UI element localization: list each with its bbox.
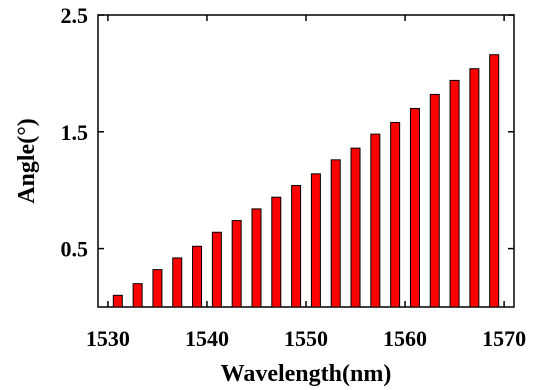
bar <box>231 220 242 308</box>
tick-labels: 1530 1540 1550 1560 1570 0.5 1.5 2.5 <box>61 3 527 351</box>
bar <box>112 294 123 308</box>
bar <box>172 257 183 308</box>
bar <box>251 208 262 308</box>
bar <box>370 133 381 308</box>
bar <box>469 68 480 308</box>
bar <box>489 54 500 308</box>
bar <box>310 173 321 308</box>
axis-ticks <box>98 14 514 307</box>
y-tick-label: 0.5 <box>61 237 89 262</box>
x-tick-label: 1540 <box>185 326 229 351</box>
bar <box>449 79 460 308</box>
bar <box>390 121 401 308</box>
bar <box>271 196 282 308</box>
bar <box>132 283 143 308</box>
bar <box>291 185 302 308</box>
x-tick-label: 1560 <box>383 326 427 351</box>
x-tick-label: 1530 <box>86 326 130 351</box>
bar <box>409 107 420 308</box>
x-axis-title: Wavelength(nm) <box>221 361 392 387</box>
y-tick-label: 1.5 <box>61 120 89 145</box>
x-tick-label: 1550 <box>284 326 328 351</box>
bar <box>211 231 222 308</box>
x-tick-label: 1570 <box>482 326 526 351</box>
bar <box>429 93 440 308</box>
bar <box>152 269 163 308</box>
bar <box>350 147 361 308</box>
bars <box>112 54 500 308</box>
bar <box>192 245 203 308</box>
bar <box>330 159 341 308</box>
y-axis-title: Angle(°) <box>14 118 40 204</box>
y-tick-label: 2.5 <box>61 3 89 28</box>
